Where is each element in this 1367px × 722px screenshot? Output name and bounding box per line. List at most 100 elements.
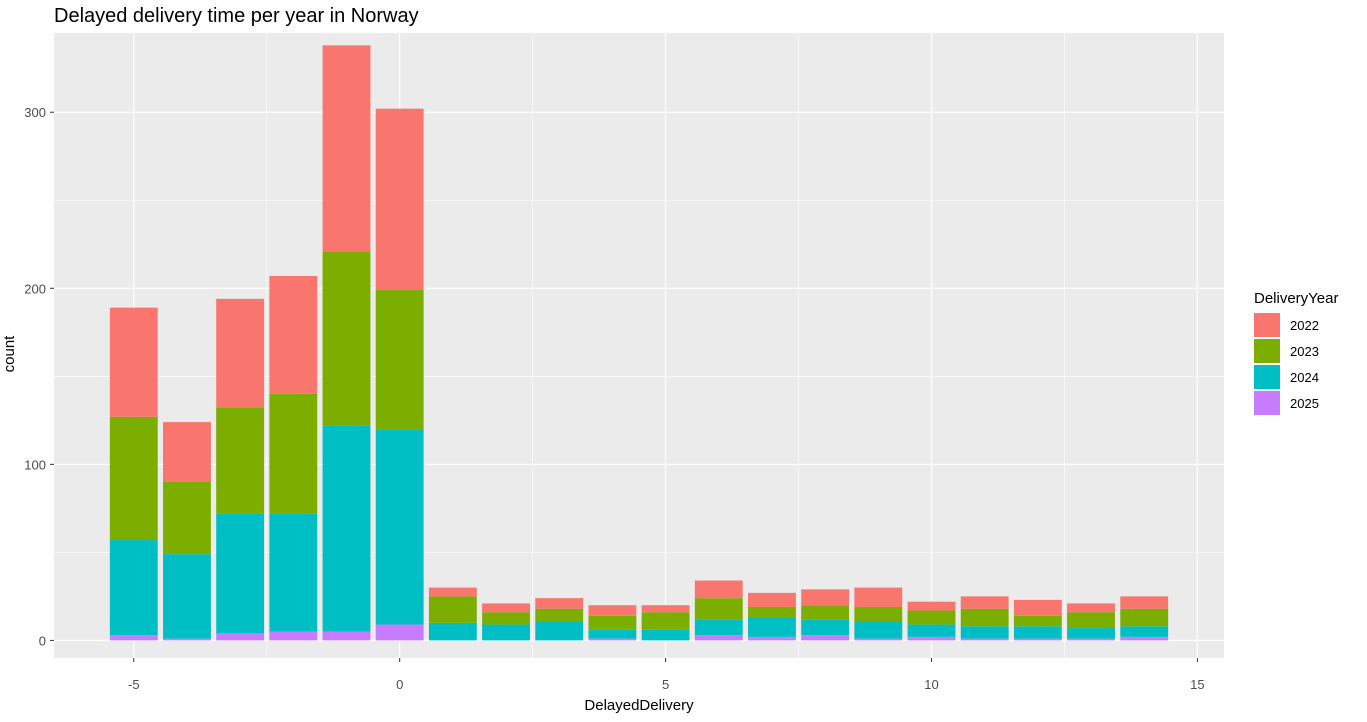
bar-segment-2023	[907, 610, 956, 625]
x-tick-label: 5	[662, 677, 669, 692]
legend-label-2025: 2025	[1290, 396, 1319, 411]
bar-segment-2025	[163, 638, 211, 641]
x-tick-label: 15	[1190, 677, 1204, 692]
bar-segment-2023	[535, 608, 584, 622]
bar-segment-2022	[535, 598, 584, 609]
x-tick-label: -5	[128, 677, 140, 692]
bar-segment-2025	[801, 635, 850, 641]
chart-title: Delayed delivery time per year in Norway	[54, 5, 419, 27]
bar-segment-2023	[1067, 612, 1115, 629]
bar-segment-2022	[322, 45, 371, 252]
bar-segment-2024	[588, 629, 637, 639]
bar-segment-2023	[375, 290, 424, 430]
legend-key-2024	[1254, 365, 1280, 389]
x-axis-ticks: -5 0 5 10 15	[128, 658, 1205, 692]
bar-segment-2023	[163, 481, 211, 555]
bar-segment-2022	[428, 587, 477, 597]
bar-segment-2025	[854, 638, 903, 641]
bar-segment-2025	[694, 635, 743, 641]
bar-segment-2024	[322, 425, 371, 632]
bar-segment-2023	[748, 606, 796, 618]
bar-segment-2022	[641, 605, 690, 613]
bar-segment-2024	[907, 624, 956, 637]
bar-segment-2024	[535, 621, 584, 641]
y-axis-ticks: 0 100 200 300	[24, 105, 54, 648]
bar-segment-2022	[269, 275, 318, 394]
y-tick-label: 100	[24, 457, 46, 472]
bar-segment-2022	[694, 580, 743, 599]
x-tick-label: 0	[396, 677, 403, 692]
legend-key-2025	[1254, 391, 1280, 415]
bar-segment-2022	[1120, 596, 1169, 609]
x-axis-title: DelayedDelivery	[584, 697, 694, 714]
bar-segment-2024	[1120, 626, 1169, 637]
legend-label-2022: 2022	[1290, 318, 1319, 333]
bar-segment-2024	[269, 513, 318, 632]
bar-segment-2023	[322, 251, 371, 426]
bar-segment-2024	[960, 626, 1009, 639]
bar-segment-2022	[854, 587, 903, 607]
legend-key-2023	[1254, 339, 1280, 363]
legend-label-2024: 2024	[1290, 370, 1319, 385]
bar-segment-2022	[216, 298, 265, 408]
bar-segment-2023	[482, 612, 530, 625]
bar-segment-2025	[1067, 638, 1115, 641]
bar-segment-2024	[482, 624, 530, 641]
bar-segment-2022	[1067, 603, 1115, 613]
bar-segment-2023	[854, 606, 903, 622]
legend: DeliveryYear 2022 2023 2024 2025	[1254, 290, 1339, 415]
bar-segment-2025	[269, 631, 318, 641]
bar-segment-2024	[428, 622, 477, 641]
legend-key-2022	[1254, 313, 1280, 337]
bar-segment-2023	[1120, 608, 1169, 627]
bar-segment-2024	[109, 540, 158, 636]
bar-segment-2024	[1067, 628, 1115, 639]
bar-segment-2025	[1120, 636, 1169, 641]
bar-segment-2024	[801, 619, 850, 636]
bar-segment-2022	[801, 589, 850, 606]
bar-segment-2022	[748, 592, 796, 607]
bar-segment-2023	[694, 598, 743, 620]
bars	[109, 45, 1169, 641]
bar-segment-2024	[375, 429, 424, 625]
bar-segment-2022	[109, 307, 158, 417]
bar-segment-2022	[588, 605, 637, 616]
bar-segment-2025	[109, 635, 158, 641]
legend-title: DeliveryYear	[1254, 290, 1339, 307]
y-tick-label: 300	[24, 105, 46, 120]
y-tick-label: 200	[24, 281, 46, 296]
bar-segment-2022	[163, 422, 211, 482]
bar-segment-2024	[854, 621, 903, 639]
bar-segment-2023	[216, 408, 265, 514]
bar-segment-2025	[907, 636, 956, 641]
bar-segment-2023	[588, 615, 637, 630]
bar-segment-2024	[694, 619, 743, 636]
bar-segment-2022	[1013, 599, 1062, 616]
y-axis-title: count	[1, 335, 18, 373]
bar-segment-2022	[482, 603, 530, 613]
bar-segment-2023	[269, 393, 318, 514]
bar-segment-2022	[907, 601, 956, 611]
bar-segment-2023	[801, 605, 850, 620]
legend-label-2023: 2023	[1290, 344, 1319, 359]
y-tick-label: 0	[39, 633, 46, 648]
bar-segment-2022	[375, 108, 424, 291]
bar-segment-2023	[109, 416, 158, 541]
bar-segment-2024	[748, 617, 796, 637]
bar-segment-2023	[960, 608, 1009, 627]
x-tick-label: 10	[924, 677, 938, 692]
bar-segment-2025	[960, 638, 1009, 641]
bar-segment-2024	[216, 513, 265, 634]
bar-segment-2025	[1013, 638, 1062, 641]
bar-segment-2024	[1013, 626, 1062, 639]
bar-segment-2025	[748, 636, 796, 641]
bar-segment-2023	[428, 596, 477, 623]
bar-segment-2025	[322, 631, 371, 641]
bar-segment-2025	[588, 638, 637, 641]
bar-segment-2022	[960, 596, 1009, 609]
bar-segment-2024	[641, 629, 690, 641]
bar-segment-2025	[375, 624, 424, 641]
bar-segment-2025	[216, 633, 265, 641]
bar-segment-2024	[163, 554, 211, 639]
